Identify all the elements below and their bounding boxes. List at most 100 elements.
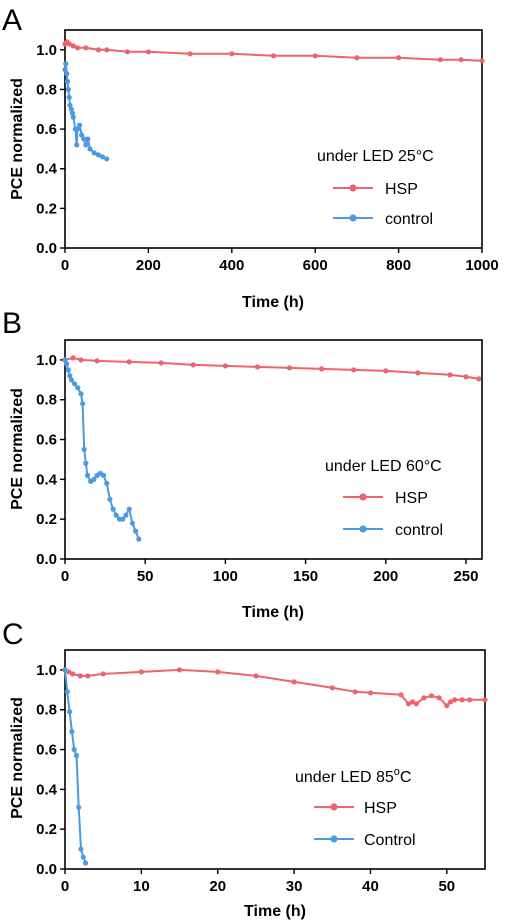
y-axis-title: PCE normalized — [9, 78, 26, 200]
data-point-hsp — [100, 671, 106, 677]
data-point-control — [70, 114, 76, 120]
x-tick-label: 50 — [137, 568, 154, 585]
data-point-hsp — [415, 370, 421, 376]
y-tick-label: 0.2 — [36, 821, 57, 838]
data-point-hsp — [215, 669, 221, 675]
y-tick-label: 0.8 — [36, 81, 57, 98]
x-axis: 0 50 100 150 200 250 — [61, 559, 478, 585]
data-point-hsp — [83, 45, 89, 51]
data-point-control — [85, 136, 91, 142]
x-tick-label: 0 — [61, 568, 69, 585]
y-axis: 0.0 0.2 0.4 0.6 0.8 1.0 — [36, 42, 65, 257]
data-point-control — [73, 752, 80, 759]
legend-label-control: control — [395, 522, 443, 539]
y-tick-label: 0.6 — [36, 432, 57, 449]
data-point-control — [68, 377, 74, 383]
series-line-control — [64, 669, 87, 864]
condition-annotation: under LED 85oC — [295, 766, 411, 786]
data-point-hsp — [476, 376, 482, 382]
legend-label-control: control — [385, 211, 433, 228]
data-point-control — [126, 506, 132, 512]
x-tick-label: 1000 — [465, 257, 498, 274]
data-point-hsp — [74, 45, 81, 51]
data-point-control — [75, 385, 81, 391]
data-point-control — [62, 357, 68, 363]
series-layer — [62, 667, 488, 866]
data-point-control — [80, 401, 86, 407]
data-point-control — [110, 506, 116, 512]
x-axis-title: Time (h) — [242, 294, 304, 311]
data-point-hsp — [459, 697, 465, 703]
data-point-control — [83, 860, 89, 866]
plot-frame — [64, 339, 483, 560]
data-point-control — [107, 496, 113, 502]
data-point-control — [91, 150, 97, 156]
x-axis-title: Time (h) — [244, 903, 306, 920]
data-point-hsp — [94, 358, 100, 364]
data-point-control — [104, 480, 110, 486]
data-point-hsp — [451, 697, 458, 703]
y-tick-label: 0.2 — [36, 200, 57, 217]
data-point-hsp — [291, 679, 297, 685]
x-tick-label: 0 — [61, 878, 69, 895]
data-point-hsp — [176, 667, 183, 673]
data-point-hsp — [70, 671, 76, 677]
data-point-control — [99, 154, 106, 160]
data-point-hsp — [406, 701, 412, 707]
legend-marker-control — [330, 835, 338, 843]
data-point-hsp — [85, 673, 91, 679]
x-tick-label: 800 — [386, 257, 411, 274]
data-point-hsp — [253, 673, 259, 679]
data-point-hsp — [352, 689, 358, 695]
data-point-hsp — [396, 55, 402, 61]
legend-marker-hsp — [359, 493, 367, 501]
data-point-hsp — [421, 695, 427, 701]
data-point-hsp — [70, 43, 76, 49]
y-tick-label: 0.2 — [36, 511, 57, 528]
y-tick-label: 0.0 — [36, 861, 57, 878]
data-point-control — [84, 472, 91, 478]
series-line-hsp — [64, 668, 485, 707]
data-point-control — [79, 132, 85, 138]
legend: HSP control — [333, 181, 433, 228]
x-axis-title: Time (h) — [242, 604, 304, 621]
data-point-hsp — [367, 690, 374, 696]
data-point-control — [87, 146, 93, 152]
data-point-hsp — [104, 47, 110, 53]
data-point-hsp — [190, 362, 196, 368]
data-point-hsp — [126, 359, 132, 365]
data-point-hsp — [254, 364, 261, 370]
y-axis: 0.0 0.2 0.4 0.6 0.8 1.0 — [36, 352, 65, 568]
series-layer — [62, 355, 482, 542]
data-point-hsp — [351, 367, 357, 373]
data-point-hsp — [354, 55, 360, 61]
data-point-control — [100, 472, 107, 478]
data-point-hsp — [458, 57, 464, 63]
data-point-control — [113, 512, 119, 518]
data-point-hsp — [436, 695, 442, 701]
data-point-control — [62, 667, 68, 673]
data-point-control — [71, 746, 77, 753]
x-tick-label: 400 — [219, 257, 244, 274]
legend: HSP control — [343, 490, 443, 539]
data-point-hsp — [479, 58, 485, 64]
condition-annotation: under LED 60°C — [325, 458, 442, 475]
condition-annotation: under LED 25°C — [317, 148, 434, 165]
legend-label-hsp: HSP — [364, 800, 397, 817]
x-tick-label: 150 — [293, 568, 318, 585]
data-point-hsp — [229, 51, 235, 57]
legend-marker-hsp — [349, 184, 357, 192]
y-tick-label: 1.0 — [36, 42, 57, 59]
data-point-control — [64, 361, 70, 367]
x-tick-label: 10 — [133, 878, 150, 895]
x-tick-label: 100 — [213, 568, 238, 585]
data-point-control — [95, 152, 101, 158]
data-point-hsp — [319, 366, 325, 372]
data-point-hsp — [124, 49, 131, 55]
data-point-hsp — [222, 363, 228, 369]
data-point-control — [133, 528, 139, 534]
panel-letter-a: A — [2, 4, 22, 37]
data-point-hsp — [138, 669, 144, 675]
y-tick-label: 0.4 — [36, 471, 58, 488]
y-tick-label: 0.0 — [36, 240, 57, 257]
